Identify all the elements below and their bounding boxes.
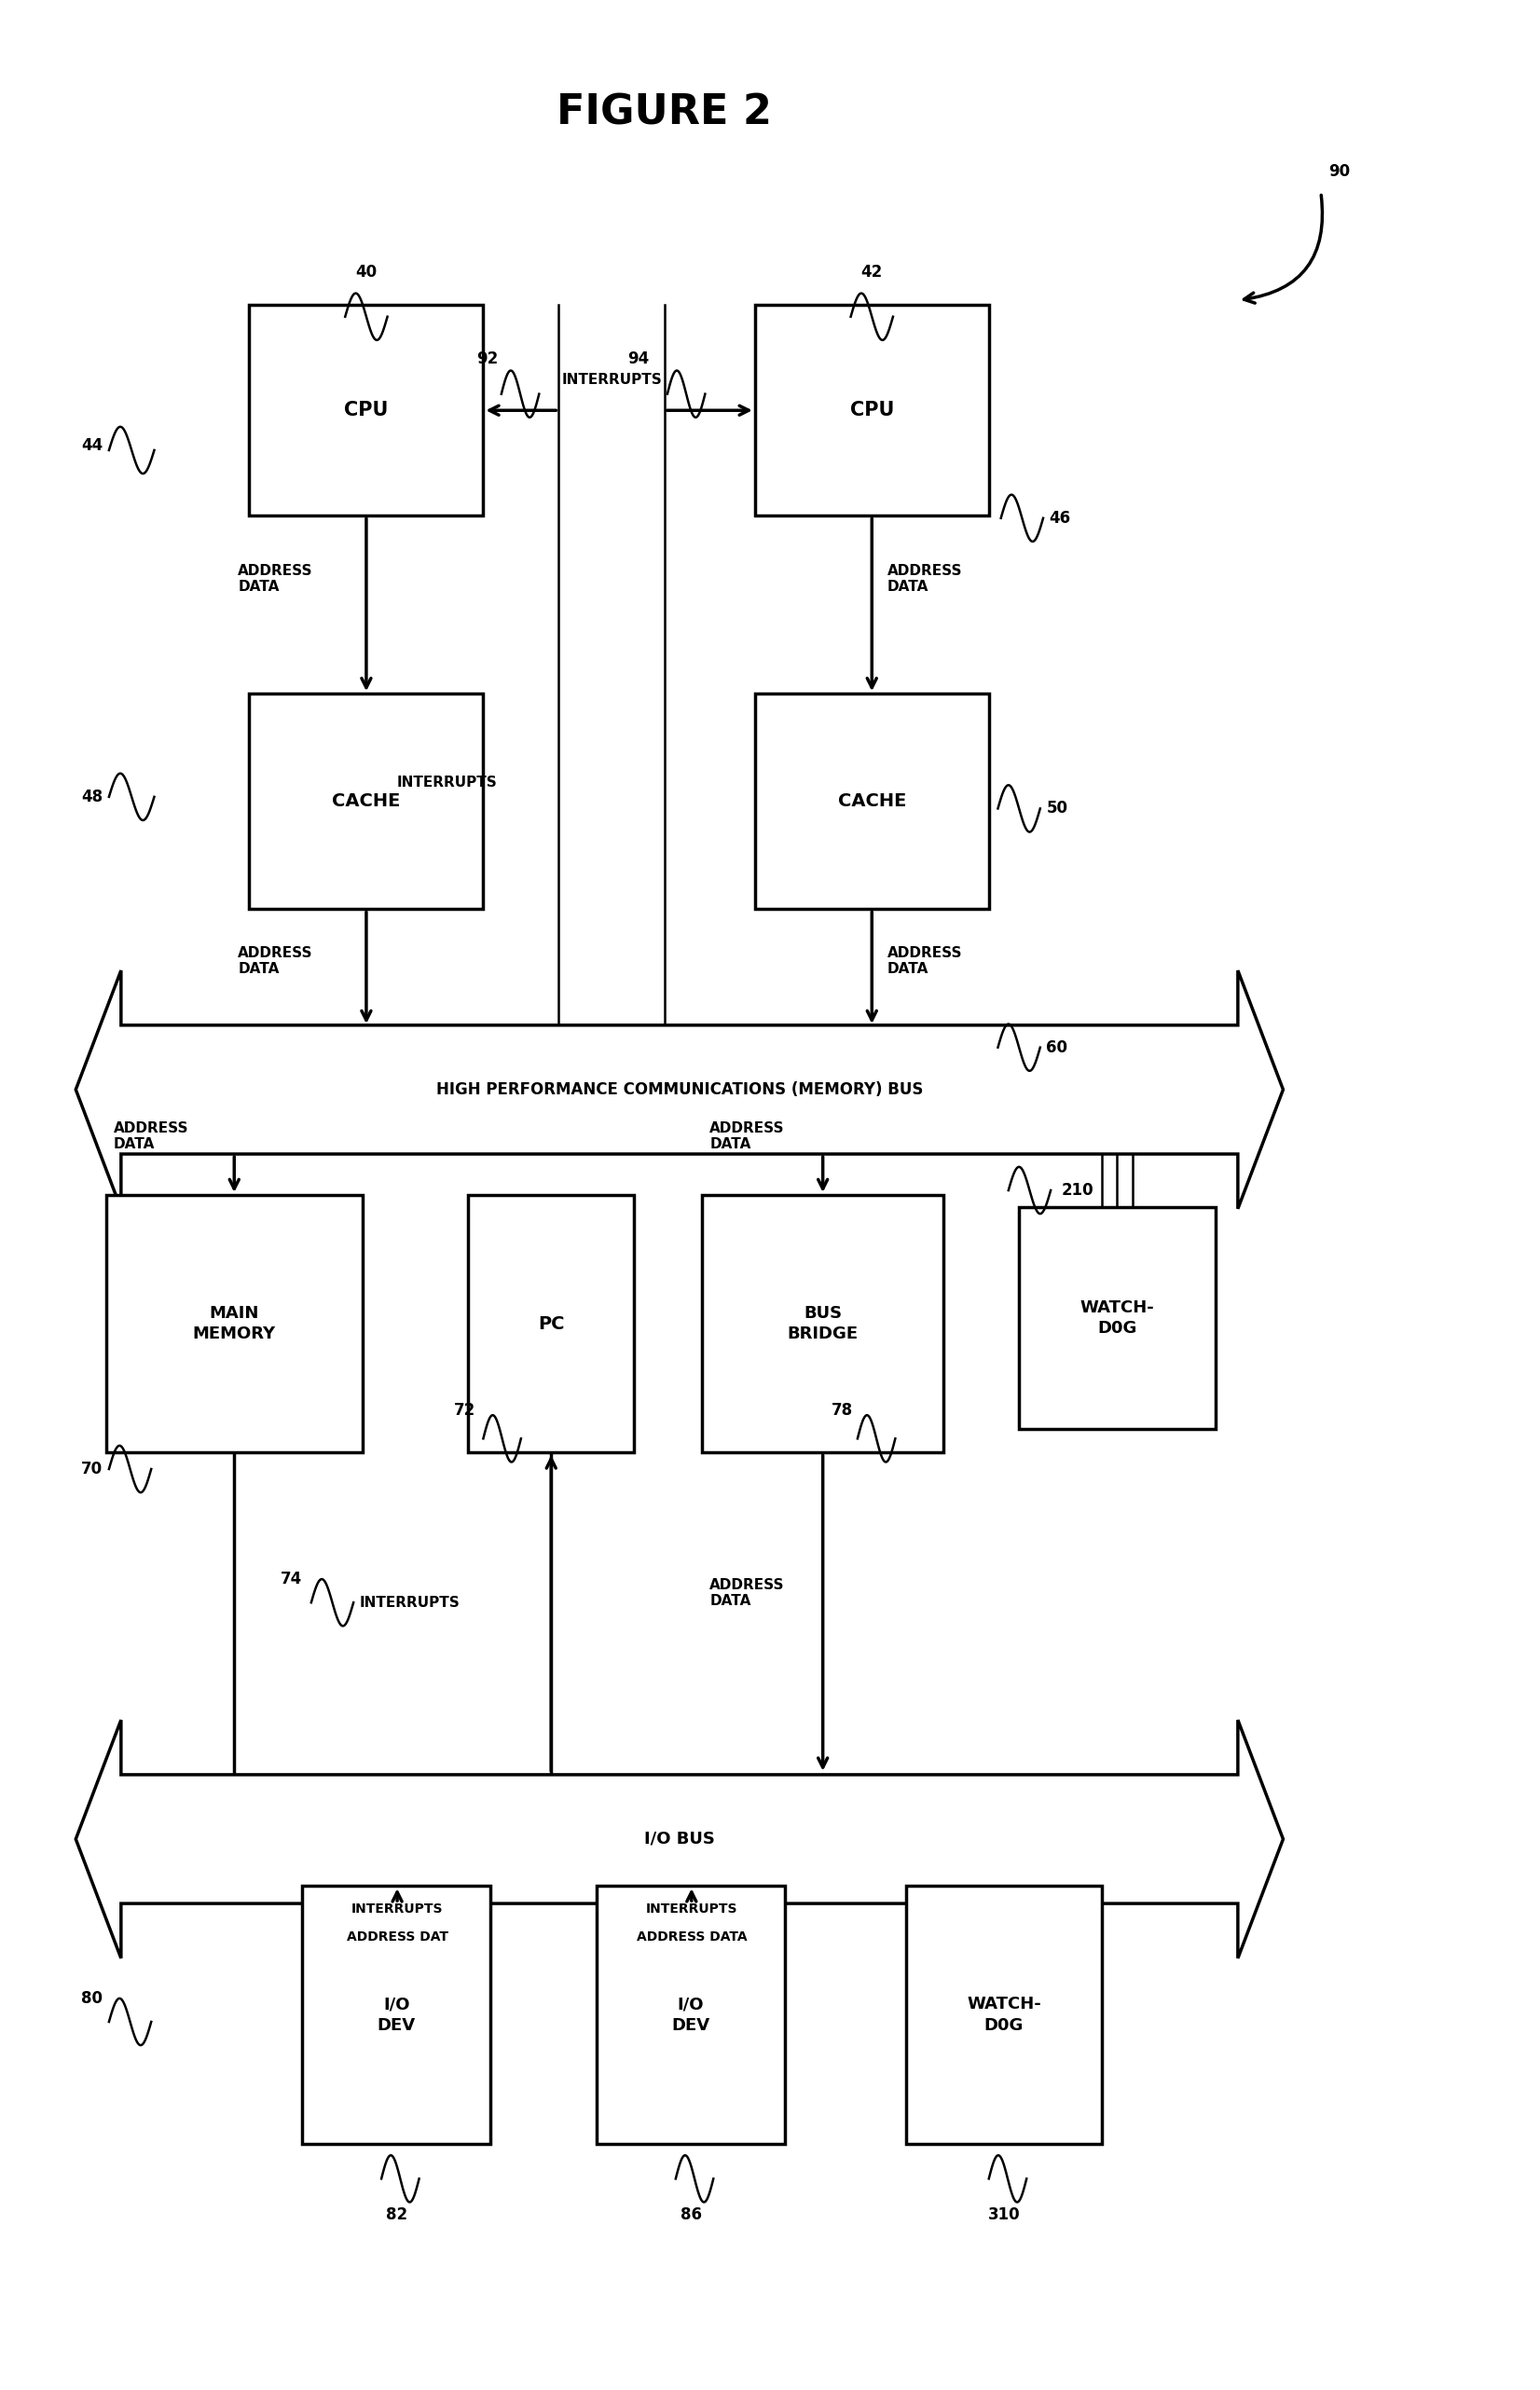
Bar — [755, 693, 989, 908]
Text: ADDRESS
DATA: ADDRESS DATA — [239, 946, 313, 975]
Bar — [249, 306, 484, 516]
Text: 72: 72 — [454, 1403, 476, 1420]
Text: 90: 90 — [1329, 163, 1351, 179]
Text: ADDRESS
DATA: ADDRESS DATA — [710, 1121, 785, 1152]
Text: INTERRUPTS: INTERRUPTS — [561, 373, 662, 387]
Text: I/O BUS: I/O BUS — [644, 1831, 715, 1847]
Text: 310: 310 — [987, 2206, 1019, 2223]
Text: 50: 50 — [1046, 801, 1067, 817]
Text: BUS
BRIDGE: BUS BRIDGE — [787, 1305, 858, 1343]
Text: ADDRESS
DATA: ADDRESS DATA — [887, 564, 962, 595]
Text: INTERRUPTS: INTERRUPTS — [397, 777, 497, 789]
Text: ADDRESS
DATA: ADDRESS DATA — [239, 564, 313, 595]
Text: 42: 42 — [861, 263, 882, 280]
Text: 40: 40 — [356, 263, 377, 280]
Text: I/O
DEV: I/O DEV — [377, 1996, 416, 2034]
Text: ADDRESS
DATA: ADDRESS DATA — [710, 1577, 785, 1608]
Text: 86: 86 — [681, 2206, 702, 2223]
Text: INTERRUPTS: INTERRUPTS — [645, 1902, 738, 1914]
Text: MAIN
MEMORY: MAIN MEMORY — [192, 1305, 276, 1343]
Text: INTERRUPTS: INTERRUPTS — [359, 1597, 460, 1608]
Text: CACHE: CACHE — [838, 793, 906, 810]
Bar — [106, 1195, 362, 1453]
Bar — [755, 306, 989, 516]
Text: 60: 60 — [1046, 1040, 1067, 1056]
Text: CPU: CPU — [850, 402, 893, 421]
Bar — [302, 1886, 491, 2144]
Text: 48: 48 — [82, 789, 103, 805]
Bar — [702, 1195, 944, 1453]
Text: INTERRUPTS: INTERRUPTS — [351, 1902, 444, 1914]
Text: 210: 210 — [1061, 1183, 1093, 1200]
Text: PC: PC — [537, 1314, 565, 1334]
Bar — [906, 1886, 1103, 2144]
Text: 92: 92 — [477, 351, 499, 368]
Text: ADDRESS DAT: ADDRESS DAT — [346, 1931, 448, 1943]
Text: 70: 70 — [82, 1460, 103, 1477]
Text: HIGH PERFORMANCE COMMUNICATIONS (MEMORY) BUS: HIGH PERFORMANCE COMMUNICATIONS (MEMORY)… — [436, 1080, 922, 1097]
Text: ADDRESS DATA: ADDRESS DATA — [636, 1931, 747, 1943]
Text: ADDRESS
DATA: ADDRESS DATA — [114, 1121, 188, 1152]
Text: FIGURE 2: FIGURE 2 — [556, 93, 772, 134]
Text: I/O
DEV: I/O DEV — [671, 1996, 710, 2034]
Text: 80: 80 — [82, 1991, 103, 2008]
Bar — [249, 693, 484, 908]
Text: CACHE: CACHE — [333, 793, 400, 810]
Text: 74: 74 — [280, 1570, 302, 1587]
Polygon shape — [75, 1721, 1283, 1957]
Text: CPU: CPU — [345, 402, 388, 421]
Text: 46: 46 — [1049, 509, 1070, 526]
Text: WATCH-
D0G: WATCH- D0G — [967, 1996, 1041, 2034]
Text: ADDRESS
DATA: ADDRESS DATA — [887, 946, 962, 975]
Text: 44: 44 — [82, 437, 103, 454]
Text: WATCH-
D0G: WATCH- D0G — [1080, 1300, 1155, 1336]
Bar — [468, 1195, 634, 1453]
Polygon shape — [75, 970, 1283, 1209]
Text: 82: 82 — [385, 2206, 407, 2223]
Text: 94: 94 — [628, 351, 650, 368]
Bar — [596, 1886, 785, 2144]
Bar — [1019, 1207, 1215, 1429]
Text: 78: 78 — [832, 1403, 853, 1420]
